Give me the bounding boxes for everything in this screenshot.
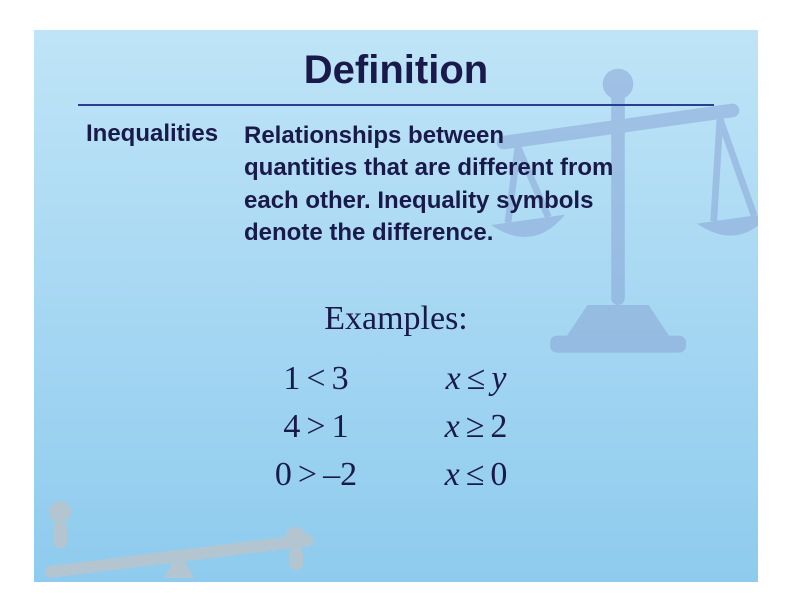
example-right: x≤y xyxy=(396,360,556,398)
example-right: x≥2 xyxy=(396,408,556,446)
example-operator: > xyxy=(300,408,331,445)
example-operand: 4 xyxy=(283,408,300,445)
example-operand: x xyxy=(445,456,460,493)
example-operand: 3 xyxy=(332,360,349,397)
example-left: 0>–2 xyxy=(236,456,396,494)
example-operator: > xyxy=(292,456,323,493)
example-operand: 1 xyxy=(283,360,300,397)
example-operator: ≥ xyxy=(460,408,491,445)
examples-heading: Examples: xyxy=(34,300,758,338)
card-title: Definition xyxy=(34,48,758,93)
example-row: 0>–2 x≤0 xyxy=(236,456,556,494)
example-operator: ≤ xyxy=(460,456,491,493)
example-operand: 2 xyxy=(490,408,507,445)
examples-grid: 1<3 x≤y 4>1 x≥2 0>–2 x≤0 xyxy=(236,360,556,504)
example-row: 1<3 x≤y xyxy=(236,360,556,398)
example-right: x≤0 xyxy=(396,456,556,494)
example-operator: ≤ xyxy=(461,360,492,397)
example-operand: 0 xyxy=(490,456,507,493)
term-label: Inequalities xyxy=(86,120,218,148)
example-operand: 0 xyxy=(275,456,292,493)
example-operand: x xyxy=(445,408,460,445)
example-row: 4>1 x≥2 xyxy=(236,408,556,446)
example-operand: 1 xyxy=(332,408,349,445)
example-left: 1<3 xyxy=(236,360,396,398)
example-operand: –2 xyxy=(323,456,357,493)
example-left: 4>1 xyxy=(236,408,396,446)
example-operand: x xyxy=(446,360,461,397)
slide-stage: Definition Inequalities Relationships be… xyxy=(0,0,792,612)
definition-text: Relationships between quantities that ar… xyxy=(244,120,624,250)
divider xyxy=(78,104,714,106)
example-operand: y xyxy=(491,360,506,397)
example-operator: < xyxy=(300,360,331,397)
definition-card: Definition Inequalities Relationships be… xyxy=(34,30,758,582)
